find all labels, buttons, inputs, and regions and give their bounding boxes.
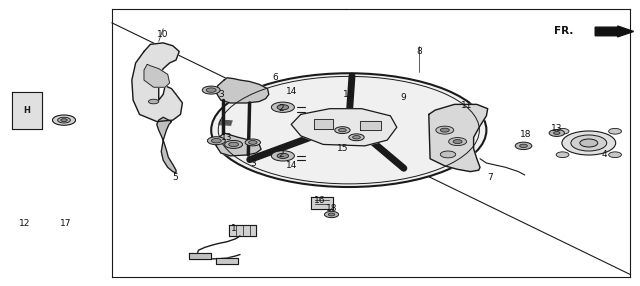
Circle shape [277, 153, 289, 158]
Circle shape [58, 117, 70, 123]
Text: 6: 6 [273, 73, 278, 82]
Text: 13: 13 [551, 124, 563, 133]
Text: H: H [23, 106, 30, 115]
Circle shape [225, 140, 243, 148]
Circle shape [440, 151, 456, 158]
Circle shape [449, 138, 467, 146]
Circle shape [206, 88, 216, 92]
Polygon shape [429, 104, 488, 172]
Circle shape [580, 139, 598, 147]
Circle shape [440, 128, 449, 132]
Circle shape [335, 127, 350, 134]
Text: 12: 12 [19, 219, 30, 228]
Text: 11: 11 [461, 101, 473, 110]
Circle shape [148, 99, 159, 104]
Circle shape [520, 144, 527, 148]
Text: 15: 15 [337, 144, 348, 153]
Text: 14: 14 [285, 87, 297, 96]
Circle shape [271, 102, 294, 112]
Polygon shape [311, 197, 333, 209]
Polygon shape [314, 119, 333, 129]
Circle shape [245, 139, 260, 146]
Circle shape [515, 142, 532, 150]
Circle shape [248, 140, 257, 144]
Circle shape [349, 134, 364, 141]
Circle shape [277, 105, 289, 110]
Circle shape [609, 128, 621, 134]
Text: 1: 1 [231, 224, 236, 233]
Circle shape [609, 152, 621, 158]
Text: 4: 4 [602, 150, 607, 159]
Text: 15: 15 [343, 90, 355, 99]
Circle shape [436, 126, 454, 134]
Circle shape [339, 128, 346, 132]
FancyArrow shape [595, 26, 634, 37]
Circle shape [61, 119, 67, 122]
Text: 3: 3 [250, 158, 255, 168]
Text: 14: 14 [285, 161, 297, 170]
Circle shape [571, 135, 607, 151]
Polygon shape [291, 109, 397, 146]
Circle shape [202, 86, 220, 94]
Polygon shape [216, 78, 269, 103]
Text: 9: 9 [401, 93, 406, 102]
Text: 18: 18 [326, 204, 337, 213]
Text: 17: 17 [60, 219, 71, 228]
Text: 2: 2 [279, 104, 284, 113]
Circle shape [453, 140, 462, 144]
Circle shape [52, 115, 76, 125]
Text: 18: 18 [520, 130, 532, 139]
Circle shape [211, 138, 221, 143]
Polygon shape [229, 225, 256, 236]
Text: 8: 8 [417, 47, 422, 56]
Text: 13: 13 [221, 133, 233, 142]
Polygon shape [189, 253, 211, 259]
Circle shape [554, 132, 560, 134]
Circle shape [562, 131, 616, 155]
Ellipse shape [211, 73, 486, 187]
Circle shape [556, 152, 569, 158]
Text: 3: 3 [218, 90, 223, 99]
Circle shape [207, 137, 225, 145]
Polygon shape [144, 64, 170, 87]
Polygon shape [132, 43, 182, 122]
Circle shape [556, 128, 569, 134]
Polygon shape [216, 133, 261, 156]
Text: 10: 10 [157, 30, 169, 39]
Circle shape [549, 130, 564, 136]
Circle shape [328, 213, 335, 216]
Polygon shape [360, 121, 381, 130]
Text: 5: 5 [172, 173, 177, 182]
Circle shape [324, 211, 339, 218]
Circle shape [228, 142, 239, 147]
Polygon shape [157, 117, 176, 173]
Polygon shape [216, 258, 238, 264]
Text: 7: 7 [487, 173, 492, 182]
Circle shape [271, 151, 294, 161]
Text: 16: 16 [314, 196, 326, 205]
Text: 2: 2 [279, 150, 284, 159]
Polygon shape [12, 92, 42, 129]
Circle shape [353, 136, 360, 139]
Text: FR.: FR. [554, 27, 573, 36]
